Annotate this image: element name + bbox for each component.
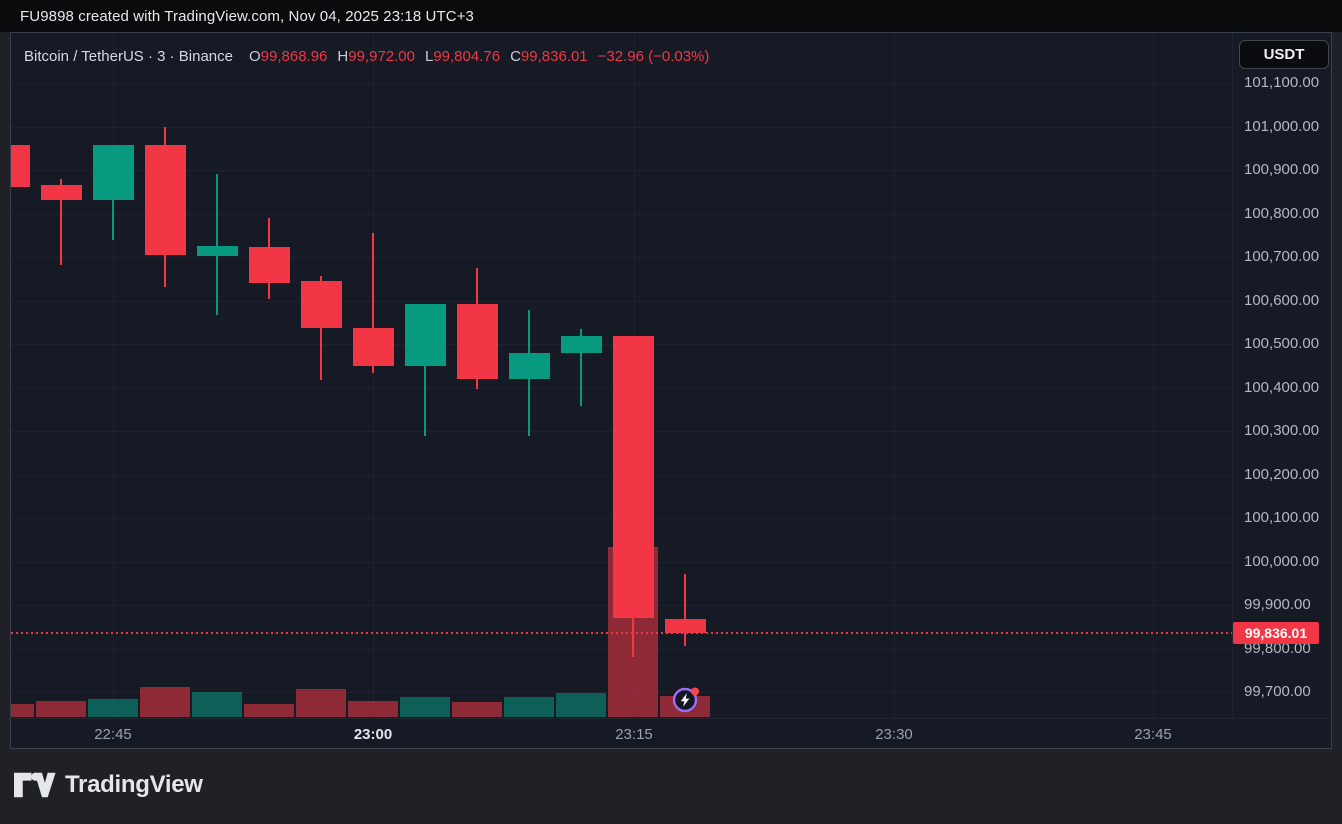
price-axis-label: 99,700.00 (1244, 683, 1311, 700)
price-axis-label: 99,900.00 (1244, 596, 1311, 613)
horizontal-gridline (11, 257, 1232, 258)
candle[interactable] (352, 327, 394, 367)
horizontal-gridline (11, 170, 1232, 171)
candle-wick (684, 573, 686, 647)
price-axis-label: 99,800.00 (1244, 639, 1311, 657)
current-price-badge: 99,836.01 (1233, 621, 1319, 644)
candle-wick (216, 173, 218, 316)
volume-bar[interactable] (192, 692, 242, 717)
symbol-title: Bitcoin / TetherUS · 3 · Binance (24, 47, 233, 65)
vertical-gridline (1153, 33, 1154, 718)
low-label: L (424, 47, 434, 65)
chart-widget: Bitcoin / TetherUS · 3 · Binance O99,868… (10, 32, 1332, 749)
candle[interactable] (560, 336, 602, 354)
candle-wick (424, 304, 426, 437)
open-label: O (249, 47, 261, 65)
candle[interactable] (196, 246, 238, 257)
tradingview-logo[interactable]: TradingView (14, 771, 203, 799)
ohlc-open: O99,868.96 (249, 48, 327, 65)
vertical-gridline (373, 33, 374, 718)
candle[interactable] (508, 353, 550, 380)
tradingview-logo-text: TradingView (65, 771, 203, 798)
bottom-bar: TradingView (0, 749, 1342, 824)
volume-bar[interactable] (244, 704, 294, 717)
change-value: −32.96 (−0.03%) (597, 47, 710, 65)
price-axis-label: 100,400.00 (1244, 378, 1320, 396)
ohlc-close: C99,836.01 (510, 48, 588, 65)
candle-wick (372, 233, 374, 374)
candle[interactable] (40, 185, 82, 200)
volume-bar[interactable] (296, 689, 346, 717)
low-value: 99,804.76 (433, 47, 501, 65)
high-label: H (337, 47, 349, 65)
candle-wick (320, 276, 322, 381)
ohlc-low: L99,804.76 (425, 48, 500, 65)
horizontal-gridline (11, 83, 1232, 84)
volume-bar[interactable] (36, 701, 86, 717)
chart-pane[interactable] (11, 33, 1232, 718)
volume-bar[interactable] (556, 693, 606, 717)
candle[interactable] (664, 618, 706, 633)
open-value: 99,868.96 (260, 47, 328, 65)
price-axis-label: 100,100.00 (1244, 509, 1320, 526)
price-axis-label: 101,000.00 (1244, 117, 1320, 135)
time-axis-label: 23:00 (353, 726, 393, 743)
tradingview-logo-icon (14, 772, 56, 798)
price-axis-label: 100,500.00 (1244, 335, 1320, 352)
candle[interactable] (11, 145, 30, 187)
symbol-header: Bitcoin / TetherUS · 3 · Binance O99,868… (24, 46, 709, 66)
horizontal-gridline (11, 126, 1232, 128)
vertical-gridline (894, 33, 895, 718)
time-axis-label: 23:45 (1134, 726, 1172, 743)
candle[interactable] (456, 304, 498, 380)
price-axis-label: 100,600.00 (1244, 291, 1320, 309)
price-axis-label: 100,700.00 (1244, 248, 1320, 265)
time-axis-label: 23:15 (615, 726, 653, 743)
price-axis-label: 100,000.00 (1244, 552, 1320, 570)
volume-bar[interactable] (11, 704, 34, 717)
vertical-gridline (113, 33, 114, 718)
close-value: 99,836.01 (520, 47, 588, 65)
candle[interactable] (612, 336, 654, 619)
candle-wick (60, 179, 62, 266)
price-axis-label: 100,900.00 (1244, 161, 1320, 178)
price-axis-label: 100,800.00 (1244, 204, 1320, 222)
volume-bar[interactable] (348, 701, 398, 717)
candle[interactable] (144, 145, 186, 256)
time-axis-label: 22:45 (94, 726, 132, 743)
close-label: C (510, 47, 521, 65)
time-axis[interactable]: 22:45 23:00 23:15 23:30 23:45 (11, 718, 1331, 748)
time-axis-label: 23:30 (875, 726, 913, 743)
attribution-bar: FU9898 created with TradingView.com, Nov… (0, 0, 1342, 32)
volume-bar[interactable] (88, 699, 138, 717)
current-price-line (11, 631, 1232, 634)
price-axis[interactable]: 101,100.00 101,000.00 100,900.00 100,800.00… (1232, 33, 1331, 718)
price-axis-label: 100,300.00 (1244, 422, 1320, 439)
event-marker-icon[interactable] (670, 684, 702, 716)
candle[interactable] (300, 280, 342, 328)
horizontal-gridline (11, 213, 1232, 215)
candle-wick (580, 329, 582, 407)
high-value: 99,972.00 (348, 47, 415, 65)
price-axis-label: 100,200.00 (1244, 465, 1320, 483)
currency-toggle-button[interactable]: USDT (1239, 40, 1329, 69)
candle[interactable] (92, 145, 134, 200)
candle[interactable] (248, 247, 290, 284)
volume-bar[interactable] (400, 697, 450, 717)
horizontal-gridline (11, 300, 1232, 302)
ohlc-high: H99,972.00 (337, 48, 415, 65)
attribution-text: FU9898 created with TradingView.com, Nov… (20, 7, 474, 25)
volume-bar[interactable] (452, 702, 502, 717)
candle[interactable] (404, 304, 446, 367)
volume-bar[interactable] (140, 687, 190, 717)
volume-bar[interactable] (504, 697, 554, 717)
price-axis-label: 101,100.00 (1244, 74, 1320, 91)
